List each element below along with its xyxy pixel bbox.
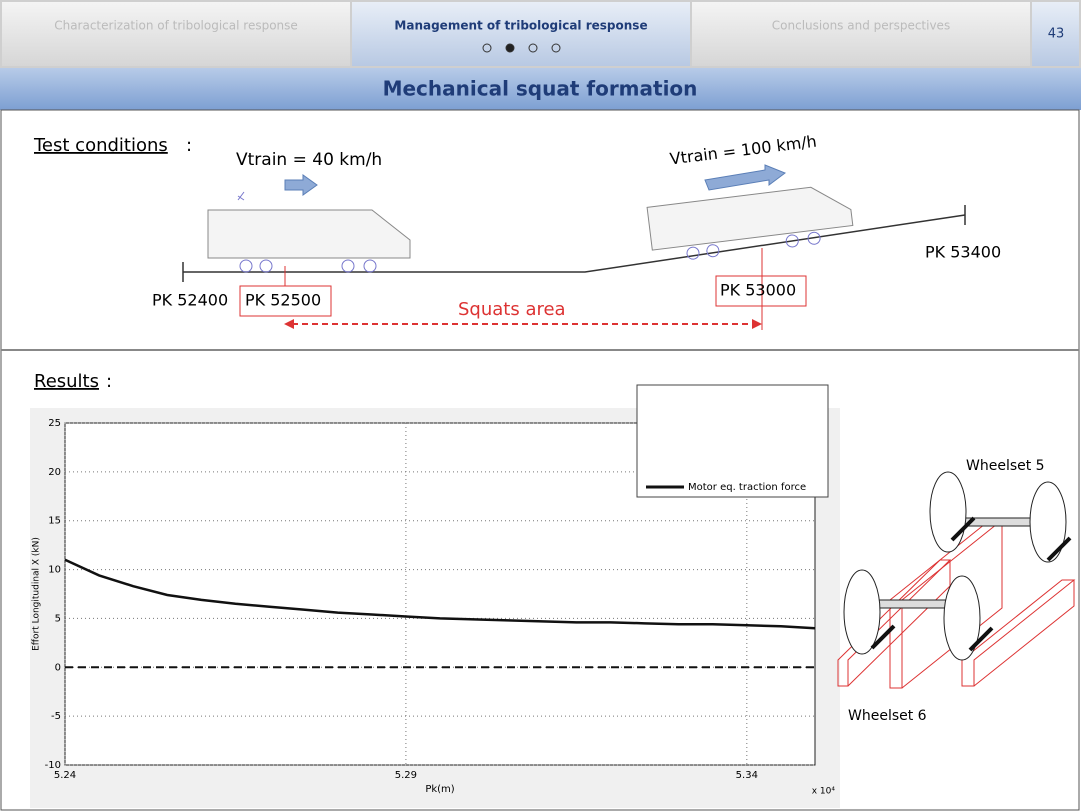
y-tick-label: -10: [45, 760, 61, 771]
x-tick-label: 5.34: [736, 770, 758, 781]
y-tick-label: 0: [55, 662, 61, 673]
y-tick-label: 20: [48, 467, 61, 478]
wheelset-label: Wheelset 6: [848, 708, 927, 724]
frame: [0, 109, 1080, 811]
section-suffix: :: [186, 135, 192, 156]
legend: [636, 384, 829, 498]
page-box: [1032, 2, 1079, 66]
train: [646, 186, 854, 260]
progress-dots: [482, 43, 561, 53]
arrow: [704, 164, 787, 191]
area-label: Squats area: [458, 299, 566, 320]
y-tick-label: 25: [48, 418, 61, 429]
x-tick-label: 5.29: [395, 770, 417, 781]
y-tick-label: -5: [51, 711, 61, 722]
x-tick-label: 5.24: [54, 770, 76, 781]
x-axis-label: Pk(m): [425, 784, 454, 795]
pk-label: PK 53000: [720, 281, 796, 300]
wheelset-diagram: [837, 471, 1076, 689]
y-axis-label: Effort Longitudinal X (kN): [32, 537, 42, 651]
y-tick-label: 5: [55, 613, 61, 624]
track: [182, 205, 966, 282]
wheelset-label: Wheelset 5: [966, 458, 1045, 474]
pk-box: [715, 275, 807, 307]
series-line: [64, 558, 816, 630]
speed-label: Vtrain = 40 km/h: [236, 150, 382, 170]
tab-label: Characterization of tribological respons…: [54, 19, 298, 33]
y-tick-label: 10: [48, 565, 61, 576]
train: [207, 191, 411, 273]
arrow: [284, 174, 318, 196]
tab[interactable]: [2, 2, 350, 66]
slide-title: Mechanical squat formation: [383, 77, 698, 101]
y-tick-label: 15: [48, 516, 61, 527]
page-number: 43: [1048, 27, 1065, 42]
section-label: Results: [34, 371, 99, 392]
tab[interactable]: [692, 2, 1030, 66]
section-suffix: :: [106, 371, 112, 392]
tab-active[interactable]: [352, 2, 690, 66]
tab-label: Conclusions and perspectives: [772, 19, 950, 33]
pk-label: PK 52400: [152, 291, 228, 310]
x-multiplier: x 10⁴: [812, 787, 836, 797]
pk-label: PK 52500: [245, 291, 321, 310]
pk-label: PK 53400: [925, 243, 1001, 262]
legend-label: Motor eq. traction force: [688, 482, 806, 493]
section-label: Test conditions: [33, 135, 168, 156]
tab-label: Management of tribological response: [394, 19, 647, 33]
title-bar: [0, 68, 1081, 110]
